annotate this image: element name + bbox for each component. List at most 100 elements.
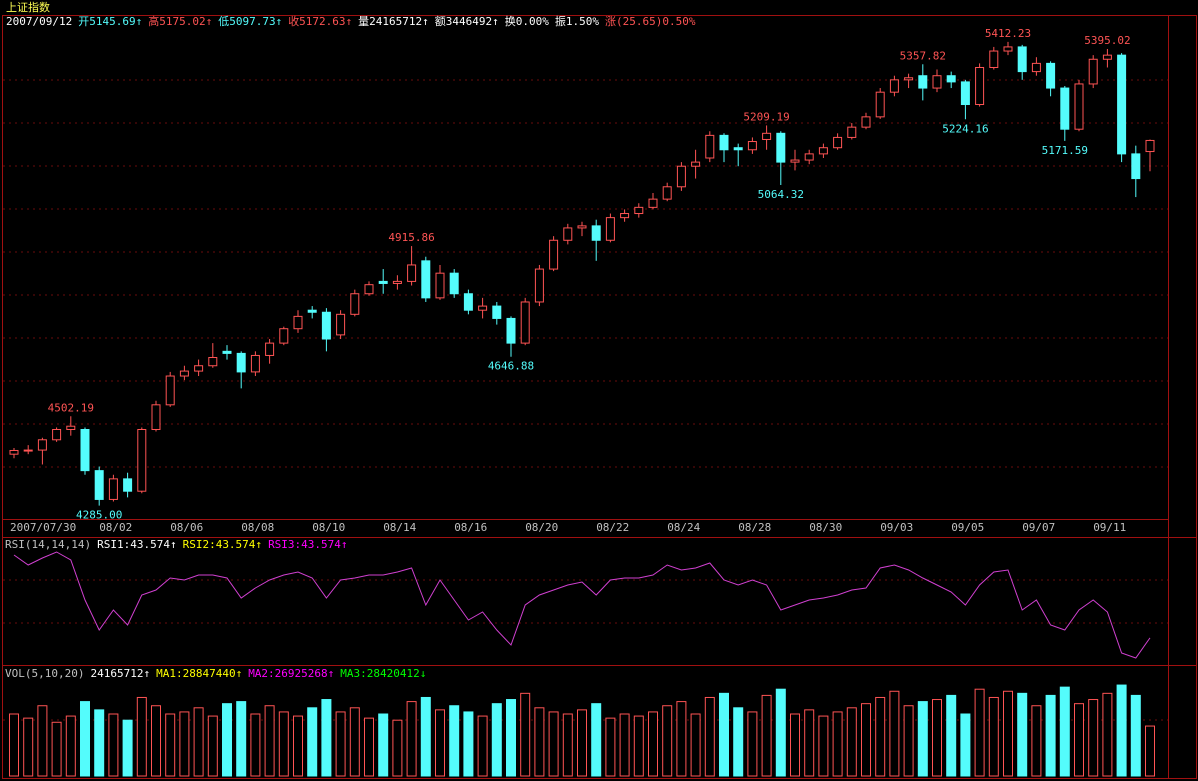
- volume-bar: [733, 707, 744, 777]
- volume-bar: [1031, 705, 1042, 777]
- volume-bar: [1045, 694, 1056, 777]
- header-item: MA2:26925268↑: [248, 667, 334, 680]
- candle-body: [250, 354, 260, 373]
- candle-body: [1088, 58, 1098, 85]
- candle-body: [534, 268, 544, 303]
- header-item: 开5145.69↑: [78, 15, 142, 28]
- candle-body: [80, 428, 90, 472]
- volume-bar: [264, 705, 275, 777]
- annotation: 5224.16: [942, 122, 988, 135]
- x-tick-label: 09/11: [1093, 521, 1126, 534]
- candle-body: [222, 350, 232, 354]
- volume-bar: [321, 699, 332, 777]
- volume-bar: [1102, 692, 1113, 777]
- volume-bar: [690, 713, 701, 777]
- volume-bar: [775, 688, 786, 777]
- volume-bar: [108, 713, 119, 777]
- candle-body: [307, 309, 317, 313]
- candle-body: [1060, 87, 1070, 130]
- candle-body: [747, 141, 757, 151]
- header-item: 额3446492↑: [435, 15, 499, 28]
- x-tick-label: 08/10: [312, 521, 345, 534]
- volume-bar: [378, 713, 389, 777]
- volume-bar: [1088, 699, 1099, 777]
- header-item: 收5172.63↑: [288, 14, 352, 28]
- annotation: 5171.59: [1042, 144, 1088, 157]
- volume-bar: [1145, 725, 1155, 777]
- volume-bar: [605, 717, 616, 777]
- volume-bar: [846, 707, 857, 777]
- candle-body: [691, 161, 701, 167]
- candle-body: [662, 186, 672, 200]
- volume-bar: [747, 711, 758, 777]
- volume-bar: [988, 696, 999, 777]
- volume-bar: [591, 703, 602, 777]
- candle-body: [790, 159, 800, 163]
- volume-bar: [392, 719, 403, 777]
- candle-body: [392, 280, 402, 284]
- x-tick-label: 08/08: [241, 521, 274, 534]
- candle-body: [364, 284, 374, 295]
- volume-bar: [832, 711, 843, 777]
- candle-body: [421, 260, 431, 299]
- candle-body: [1131, 153, 1141, 180]
- volume-bar: [1074, 703, 1084, 777]
- volume-bar: [704, 696, 715, 777]
- volume-bar: [761, 694, 772, 777]
- header-item: 量24165712↑: [358, 15, 429, 28]
- volume-bar: [349, 707, 360, 777]
- volume-bar: [406, 701, 417, 777]
- candle-body: [506, 317, 516, 344]
- candle-body: [861, 116, 871, 128]
- annotation: 5395.02: [1084, 34, 1130, 47]
- candle-body: [208, 357, 218, 367]
- header-item: MA3:28420412↓: [340, 667, 426, 680]
- candle-body: [918, 75, 928, 89]
- candle-body: [818, 147, 828, 155]
- candle-body: [563, 227, 573, 241]
- candle-body: [463, 293, 473, 311]
- volume-bar: [37, 705, 48, 777]
- candle-body: [833, 136, 843, 149]
- volume-bar: [562, 713, 573, 777]
- x-tick-label: 08/16: [454, 521, 487, 534]
- volume-bar: [65, 715, 76, 777]
- volume-bar: [293, 715, 303, 777]
- volume-bar: [51, 721, 62, 777]
- annotation: 5357.82: [900, 49, 946, 62]
- volume-bar: [974, 688, 985, 777]
- candle-body: [676, 165, 686, 188]
- annotation: 5412.23: [985, 27, 1031, 40]
- candle-body: [66, 425, 76, 430]
- volume-bar: [818, 715, 829, 777]
- volume-bar: [662, 705, 673, 777]
- candle-body: [520, 301, 530, 344]
- title: 上证指数: [6, 0, 50, 14]
- volume-bar: [236, 701, 247, 777]
- candle-body: [279, 328, 289, 344]
- candle-body: [151, 404, 161, 430]
- candle-body: [1102, 54, 1112, 60]
- frame: [2, 15, 1197, 779]
- volume-bar: [491, 703, 502, 777]
- volume-bar: [520, 692, 531, 777]
- volume-bar: [903, 705, 914, 777]
- volume-bar: [122, 719, 133, 777]
- candle-body: [904, 77, 914, 81]
- volume-bar: [435, 709, 445, 777]
- volume-bar: [889, 690, 900, 777]
- candle-body: [407, 264, 417, 282]
- header-item: 振1.50%: [555, 14, 599, 28]
- candle-body: [165, 375, 175, 406]
- volume-bar: [193, 707, 204, 777]
- candle-body: [194, 365, 204, 372]
- candle-body: [847, 126, 857, 138]
- x-tick-label: 08/14: [383, 521, 416, 534]
- volume-bar: [165, 713, 176, 777]
- annotation: 4285.00: [76, 509, 122, 522]
- volume-bar: [222, 703, 232, 777]
- volume-bar: [179, 711, 190, 777]
- volume-bar: [136, 696, 147, 777]
- volume-bar: [207, 715, 218, 777]
